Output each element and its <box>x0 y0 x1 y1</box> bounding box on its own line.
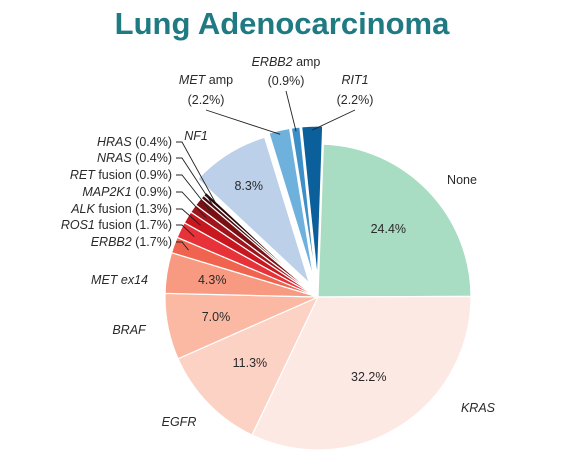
leader-line <box>176 208 201 226</box>
slice-value-braf: 7.0% <box>202 310 231 324</box>
slice-label-met-amp: MET amp <box>179 73 233 87</box>
slice-value-kras: 32.2% <box>351 370 386 384</box>
leader-line <box>176 157 215 208</box>
pie-slice-nf1 <box>196 136 311 286</box>
slice-label-hras: HRAS (0.4%) <box>97 135 172 149</box>
slice-label-kras: KRAS <box>461 401 496 415</box>
slice-label-braf: BRAF <box>112 323 147 337</box>
slice-label-map2k1: MAP2K1 (0.9%) <box>82 185 172 199</box>
slice-label-ret-fusion: RET fusion (0.9%) <box>70 168 172 182</box>
pie-slice-none <box>317 143 472 298</box>
slice-label-egfr: EGFR <box>162 415 197 429</box>
slice-value-erbb2-amp: (0.9%) <box>268 74 305 88</box>
slice-labels: 24.4% None 32.2% KRAS 11.3% EGFR 7.0% BRAF 4.3% M… <box>61 55 496 429</box>
leader-line <box>205 109 281 135</box>
leader-line <box>176 224 195 237</box>
leader-line <box>312 109 356 131</box>
slice-label-met-ex14: MET ex14 <box>91 273 148 287</box>
pie-slice-erbb2-amp <box>290 126 317 280</box>
slice-label-erbb2-amp: ERBB2 amp <box>252 55 321 69</box>
slice-value-met-ex14: 4.3% <box>198 273 227 287</box>
leader-line <box>176 241 189 251</box>
pie-slice-egfr <box>177 295 320 436</box>
leader-lines <box>176 90 356 251</box>
slice-value-met-amp: (2.2%) <box>188 93 225 107</box>
leader-line <box>176 191 207 218</box>
slice-label-alk-fusion: ALK fusion (1.3%) <box>70 202 172 216</box>
slice-label-none: None <box>447 173 477 187</box>
slice-label-rit1: RIT1 <box>341 73 368 87</box>
pie-slice-kras <box>251 295 472 451</box>
slice-label-ros1-fusion: ROS1 fusion (1.7%) <box>61 218 172 232</box>
leader-line <box>176 141 217 205</box>
leader-line <box>285 90 297 132</box>
slice-value-rit1: (2.2%) <box>337 93 374 107</box>
slice-value-nf1: 8.3% <box>234 179 263 193</box>
chart-title: Lung Adenocarcinoma <box>115 6 450 41</box>
slice-label-nras: NRAS (0.4%) <box>97 151 172 165</box>
pie-slice-met-amp <box>268 127 315 280</box>
pie-slice-hras <box>202 191 319 298</box>
slice-value-egfr: 11.3% <box>233 356 268 370</box>
slice-label-erbb2: ERBB2 (1.7%) <box>91 235 172 249</box>
slice-label-nf1: NF1 <box>184 129 208 143</box>
slice-value-none: 24.4% <box>371 222 406 236</box>
leader-line <box>176 174 211 212</box>
pie-slices <box>164 125 472 451</box>
pie-slice-rit1 <box>300 125 324 280</box>
